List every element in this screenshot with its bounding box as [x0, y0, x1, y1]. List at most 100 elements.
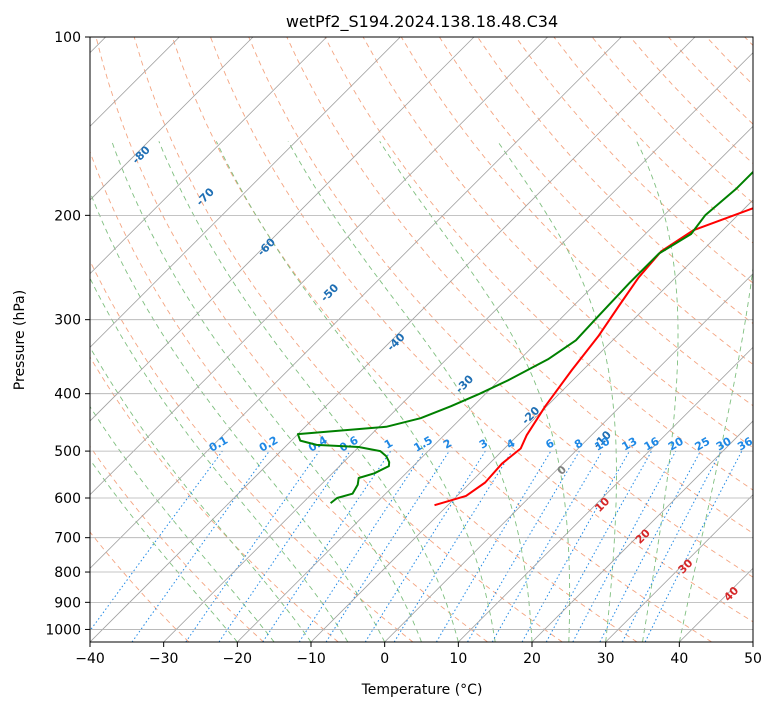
mixing-ratio-label: 16 — [642, 434, 662, 453]
y-tick-label: 1000 — [45, 622, 81, 638]
mixing-ratio-label: 3 — [477, 437, 490, 452]
x-tick-label: 50 — [744, 651, 762, 667]
pressure-gridlines — [90, 37, 753, 630]
x-tick-label: 30 — [597, 651, 615, 667]
dry-adiabat — [171, 37, 712, 642]
y-tick-label: 700 — [54, 531, 81, 547]
dry-adiabat — [90, 259, 414, 642]
dry-adiabat — [90, 150, 488, 642]
isotherm-label: 40 — [721, 584, 741, 604]
mixing-ratio-line — [364, 450, 486, 642]
mixing-ratio-line — [393, 450, 513, 642]
mixing-ratio-line — [298, 450, 425, 642]
moist-adiabat — [215, 141, 496, 642]
y-tick-label: 200 — [54, 208, 81, 224]
mixing-ratio-line — [644, 450, 743, 642]
mixing-ratio-line — [262, 450, 392, 642]
isotherm-label: 20 — [633, 526, 653, 546]
isotherm-line — [90, 37, 401, 348]
isotherm-line — [90, 37, 475, 422]
moist-adiabats — [90, 141, 753, 642]
x-tick-label: −30 — [149, 651, 179, 667]
y-tick-label: 900 — [54, 595, 81, 611]
x-tick-label: 20 — [523, 651, 541, 667]
isotherm-line — [90, 37, 622, 569]
dry-adiabat — [706, 37, 753, 86]
dry-adiabat — [133, 37, 638, 642]
x-tick-label: −20 — [223, 651, 253, 667]
mixing-ratio-line — [467, 450, 580, 642]
isotherm-line — [90, 37, 254, 201]
series-line — [296, 170, 753, 504]
moist-adiabat — [90, 346, 312, 642]
isotherm-label: -40 — [384, 330, 407, 353]
moist-adiabat — [379, 141, 571, 642]
isotherm-label: -50 — [318, 281, 341, 304]
moist-adiabat — [287, 141, 533, 642]
dry-adiabat — [668, 37, 753, 125]
mixing-ratio-line — [131, 450, 270, 642]
x-tick-label: −10 — [296, 651, 326, 667]
x-tick-label: 40 — [670, 651, 688, 667]
y-axis-ticks: 100 200 300 400 500 600 700 800 900 1000 — [45, 30, 90, 638]
x-axis-ticks: −40 −30 −20 −10 0 10 20 30 40 50 — [75, 642, 762, 667]
mixing-ratio-label: 2 — [441, 437, 454, 452]
dry-adiabat — [90, 531, 190, 642]
isotherm-label: 10 — [592, 494, 612, 514]
series-line — [434, 207, 753, 507]
isotherm-line — [90, 37, 696, 642]
y-tick-label: 800 — [54, 565, 81, 581]
mixing-ratio-label: 4 — [504, 436, 517, 451]
isotherm-label: -70 — [194, 185, 217, 208]
dry-adiabat — [439, 37, 753, 365]
mixing-ratio-line — [218, 450, 351, 642]
y-tick-label: 400 — [54, 387, 81, 403]
mixing-ratio-line — [572, 450, 677, 642]
mixing-ratio-line — [545, 450, 653, 642]
isotherm-label: -100 — [10, 52, 39, 81]
mixing-ratio-line — [521, 450, 630, 642]
dry-adiabats — [90, 37, 753, 642]
skewed-isotherms — [90, 37, 753, 642]
dry-adiabat — [591, 37, 753, 204]
mixing-ratio-line — [90, 450, 223, 632]
plot-area: -100-90-80-70-60-50-40-30-20-10010203040… — [10, 37, 755, 642]
dry-adiabat — [515, 37, 753, 284]
y-tick-label: 300 — [54, 313, 81, 329]
isotherm-line — [237, 125, 753, 642]
isotherm-line — [458, 346, 753, 642]
isotherm-line — [163, 52, 753, 642]
isotherm-line — [679, 567, 753, 642]
dry-adiabat — [248, 37, 753, 578]
y-axis-label: Pressure (hPa) — [12, 290, 28, 390]
isotherm-line — [90, 37, 548, 496]
profile-series — [296, 170, 753, 507]
dry-adiabat — [90, 356, 339, 642]
isotherm-label: -60 — [255, 235, 278, 258]
isotherm-label: -80 — [130, 143, 153, 166]
x-tick-label: 0 — [380, 651, 389, 667]
mixing-ratio-label: 36 — [735, 434, 755, 453]
y-tick-label: 500 — [54, 444, 81, 460]
isotherm-line — [384, 273, 753, 642]
y-tick-label: 100 — [54, 30, 81, 46]
mixing-ratio-line — [435, 450, 552, 642]
isotherm-label: -30 — [453, 372, 476, 395]
dry-adiabat — [95, 37, 563, 642]
mixing-ratio-line — [185, 450, 320, 642]
y-tick-label: 600 — [54, 491, 81, 507]
mixing-ratio-label: 1 — [382, 437, 395, 452]
mixing-ratio-label: 20 — [666, 434, 686, 453]
moist-adiabat — [158, 141, 459, 642]
isotherm-line — [90, 37, 327, 275]
isotherm-label: -90 — [69, 93, 92, 116]
dry-adiabat — [744, 37, 753, 47]
dry-adiabat — [90, 445, 264, 642]
isotherm-line — [752, 641, 753, 642]
dry-adiabat — [210, 37, 753, 623]
x-axis-label: Temperature (°C) — [361, 682, 483, 698]
isotherm-line — [310, 199, 753, 642]
isotherm-line — [605, 494, 753, 642]
